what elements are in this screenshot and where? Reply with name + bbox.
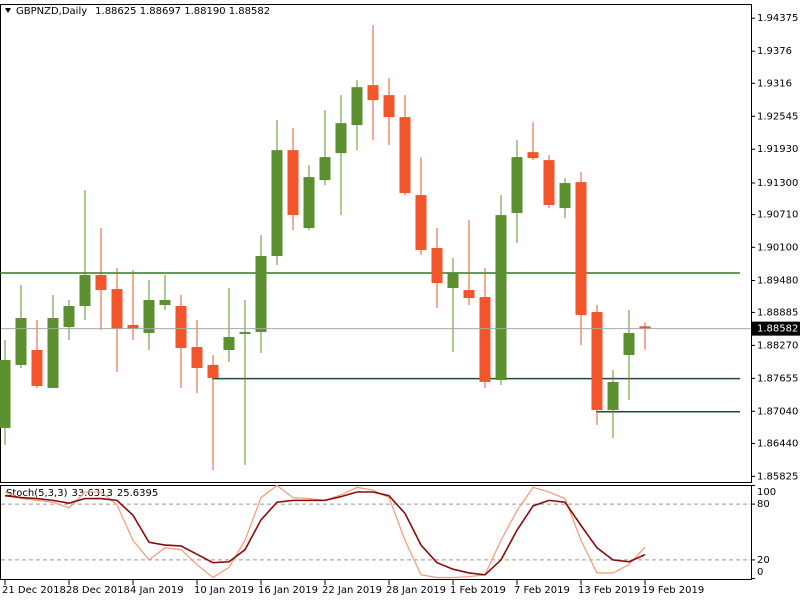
y-tick-label: 1.85825 bbox=[757, 471, 798, 482]
candle-body bbox=[463, 290, 475, 299]
menu-arrow bbox=[5, 8, 11, 13]
candle-body bbox=[415, 195, 427, 251]
candle-body bbox=[399, 117, 411, 194]
candle-body bbox=[207, 364, 219, 378]
candle-body bbox=[95, 275, 107, 291]
x-tick-label: 10 Jan 2019 bbox=[194, 585, 254, 596]
candle-body bbox=[223, 336, 235, 351]
x-tick-label: 21 Dec 2018 bbox=[2, 585, 66, 596]
candle-body bbox=[431, 248, 443, 284]
candle-body bbox=[79, 275, 91, 307]
candle-body bbox=[127, 324, 139, 330]
candle-body bbox=[255, 256, 267, 333]
y-tick-label: 1.94375 bbox=[757, 13, 798, 24]
y-tick-label: 1.9316 bbox=[757, 78, 792, 89]
candle-body bbox=[367, 85, 379, 101]
x-tick-label: 1 Feb 2019 bbox=[450, 585, 506, 596]
y-tick-label: 1.89480 bbox=[757, 276, 798, 287]
y-tick-label: 1.90710 bbox=[757, 210, 798, 221]
y-tick-label: 20 bbox=[757, 555, 770, 566]
x-tick-label: 7 Feb 2019 bbox=[514, 585, 570, 596]
candle-body bbox=[511, 157, 523, 214]
y-tick-label: 1.91300 bbox=[757, 178, 798, 189]
candle-body bbox=[271, 150, 283, 257]
candle-body bbox=[639, 326, 651, 329]
chart-title: GBPNZD,Daily 1.88625 1.88697 1.88190 1.88… bbox=[16, 6, 270, 17]
x-tick-label: 13 Feb 2019 bbox=[578, 585, 640, 596]
y-tick-label: 80 bbox=[757, 499, 770, 510]
candle-body bbox=[527, 152, 539, 159]
current-price-label: 1.88582 bbox=[757, 324, 798, 335]
candle-body bbox=[319, 157, 331, 181]
candle-body bbox=[335, 123, 347, 154]
y-tick-label: 1.92545 bbox=[757, 111, 798, 122]
d-last: 25.6395 bbox=[117, 488, 158, 499]
candle-body bbox=[287, 150, 299, 216]
candle-body bbox=[543, 160, 555, 206]
candle-body bbox=[495, 215, 507, 380]
main-frame bbox=[0, 4, 752, 483]
candle-body bbox=[479, 297, 491, 382]
candle-body bbox=[175, 306, 187, 348]
candle-body bbox=[47, 318, 59, 388]
ohlc: 1.88625 1.88697 1.88190 1.88582 bbox=[95, 6, 270, 17]
y-tick-label: 1.9376 bbox=[757, 46, 792, 57]
y-tick-label: 1.87655 bbox=[757, 373, 798, 384]
candle-body bbox=[383, 95, 395, 118]
candle-body bbox=[31, 350, 43, 386]
y-tick-label: 1.91930 bbox=[757, 144, 798, 155]
y-tick-label: 1.88270 bbox=[757, 340, 798, 351]
candle-body bbox=[239, 332, 251, 334]
x-tick-label: 22 Jan 2019 bbox=[322, 585, 382, 596]
candle-body bbox=[0, 359, 11, 428]
candle-body bbox=[111, 289, 123, 330]
stoch-title: Stoch(5,3,3) 33.6313 25.6395 bbox=[6, 488, 158, 499]
candle-body bbox=[191, 347, 203, 368]
indicator: Stoch(5,3,3) bbox=[6, 488, 68, 499]
y-tick-label: 1.86440 bbox=[757, 438, 798, 449]
symbol: GBPNZD,Daily bbox=[16, 6, 87, 17]
x-tick-label: 4 Jan 2019 bbox=[130, 585, 184, 596]
y-tick-label: 1.88885 bbox=[757, 307, 798, 318]
y-tick-label: 0 bbox=[757, 567, 763, 578]
candle-body bbox=[575, 182, 587, 316]
candle-body bbox=[591, 312, 603, 410]
candle-body bbox=[159, 300, 171, 306]
x-tick-label: 28 Jan 2019 bbox=[386, 585, 446, 596]
y-tick-label: 1.87040 bbox=[757, 406, 798, 417]
candle-body bbox=[63, 306, 75, 328]
stoch-frame bbox=[0, 485, 752, 580]
candle-body bbox=[559, 183, 571, 209]
y-tick-label: 100 bbox=[757, 487, 776, 498]
x-tick-label: 19 Feb 2019 bbox=[642, 585, 704, 596]
stoch-line bbox=[4, 491, 646, 576]
candle-body bbox=[303, 177, 315, 229]
candle-body bbox=[15, 318, 27, 365]
current-price-box bbox=[752, 321, 800, 336]
x-tick-label: 16 Jan 2019 bbox=[258, 585, 318, 596]
x-tick-label: 28 Dec 2018 bbox=[66, 585, 130, 596]
candle-body bbox=[447, 273, 459, 289]
candle-body bbox=[623, 333, 635, 355]
candle-body bbox=[351, 87, 363, 126]
y-tick-label: 1.90100 bbox=[757, 242, 798, 253]
candle-body bbox=[143, 300, 155, 334]
candle-body bbox=[607, 381, 619, 410]
k-last: 33.6313 bbox=[71, 488, 112, 499]
